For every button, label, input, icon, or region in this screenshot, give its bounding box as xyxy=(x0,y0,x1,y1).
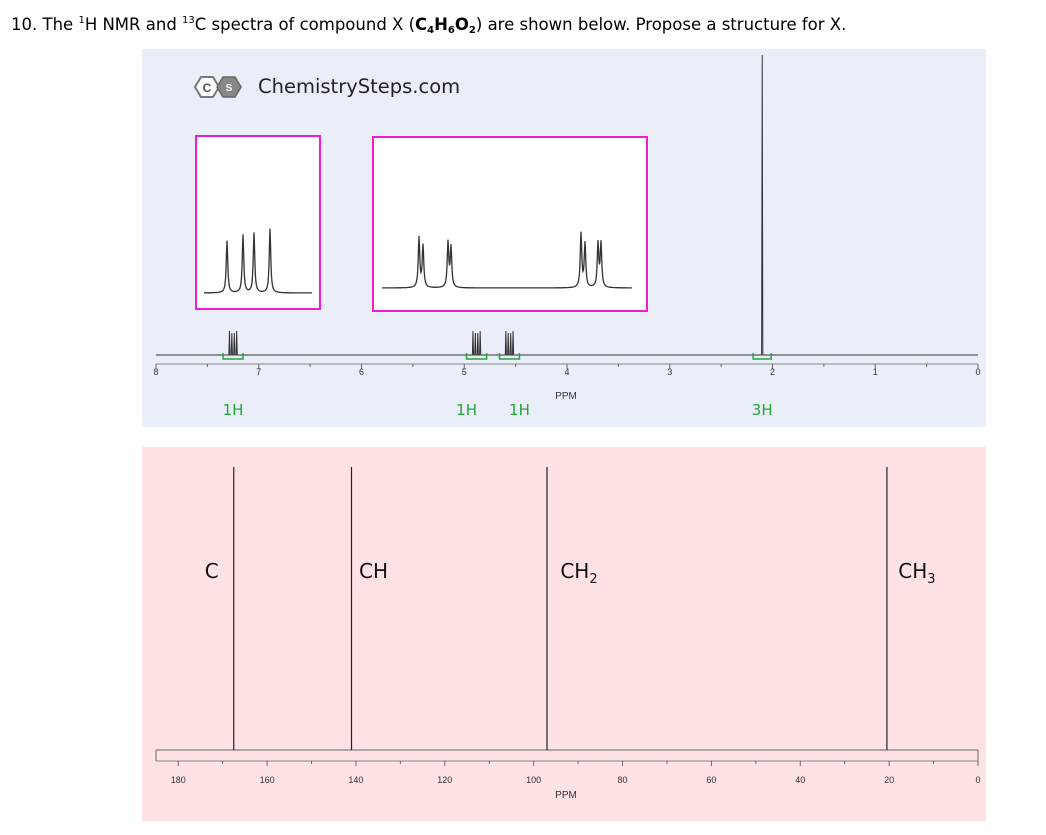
c-peak-label: CH3 xyxy=(898,559,935,587)
logo-s-hexagon xyxy=(216,76,242,98)
c-tick-label: 80 xyxy=(618,775,628,785)
c-tick-label: 20 xyxy=(884,775,894,785)
inset-box-left xyxy=(195,135,321,310)
question-text: 10. The 1H NMR and 13C spectra of compou… xyxy=(11,15,847,36)
integration-label: 3H xyxy=(752,401,773,419)
c-tick-label: 40 xyxy=(795,775,805,785)
c-x-axis-label: PPM xyxy=(555,790,577,801)
chemistrysteps-logo: C S xyxy=(193,76,242,98)
inset-box-right xyxy=(372,136,648,312)
c-tick-label: 180 xyxy=(171,775,186,785)
h-x-axis-label: PPM xyxy=(555,391,577,402)
inset-left-trace xyxy=(204,228,312,294)
h-tick-label: 7 xyxy=(256,367,261,377)
h-tick-label: 0 xyxy=(975,367,980,377)
logo-c-letter: C xyxy=(203,81,212,95)
h-tick-label: 1 xyxy=(873,367,878,377)
question-number: 10. xyxy=(11,15,38,34)
h-tick-label: 6 xyxy=(359,367,364,377)
watermark-text: ChemistrySteps.com xyxy=(258,75,460,98)
integration-bracket xyxy=(752,353,772,360)
c-tick-label: 100 xyxy=(526,775,541,785)
integration-bracket xyxy=(465,353,488,360)
c-tick-label: 140 xyxy=(348,775,363,785)
h-nmr-trace xyxy=(156,54,978,356)
integration-bracket xyxy=(498,353,521,360)
h-tick-label: 3 xyxy=(667,367,672,377)
h-tick-label: 8 xyxy=(153,367,158,377)
molecular-formula: C4H6O2 xyxy=(415,15,476,36)
c-nmr-background xyxy=(142,447,986,821)
c-tick-label: 120 xyxy=(437,775,452,785)
h-tick-label: 5 xyxy=(462,367,467,377)
c-tick-label: 0 xyxy=(975,775,980,785)
c-tick-label: 160 xyxy=(260,775,275,785)
c-nmr-spectrum: 180 160 140 120 100 80 60 40 20 0 C CH CH2 CH3 PPM xyxy=(142,447,986,821)
h-nmr-spectrum: C S ChemistrySteps.com 8 7 6 5 4 3 2 1 0 1H 1H 1H 3… xyxy=(142,49,986,427)
inset-right-trace xyxy=(382,231,632,289)
integration-label: 1H xyxy=(509,401,530,419)
h-tick-label: 2 xyxy=(770,367,775,377)
integration-label: 1H xyxy=(456,401,477,419)
h-tick-label: 4 xyxy=(564,367,569,377)
c-peak-label: CH xyxy=(359,559,388,583)
integration-bracket xyxy=(222,353,244,360)
integration-label: 1H xyxy=(223,401,244,419)
logo-s-letter: S xyxy=(226,83,233,94)
c-tick-label: 60 xyxy=(706,775,716,785)
c-peak-label: C xyxy=(205,559,219,583)
